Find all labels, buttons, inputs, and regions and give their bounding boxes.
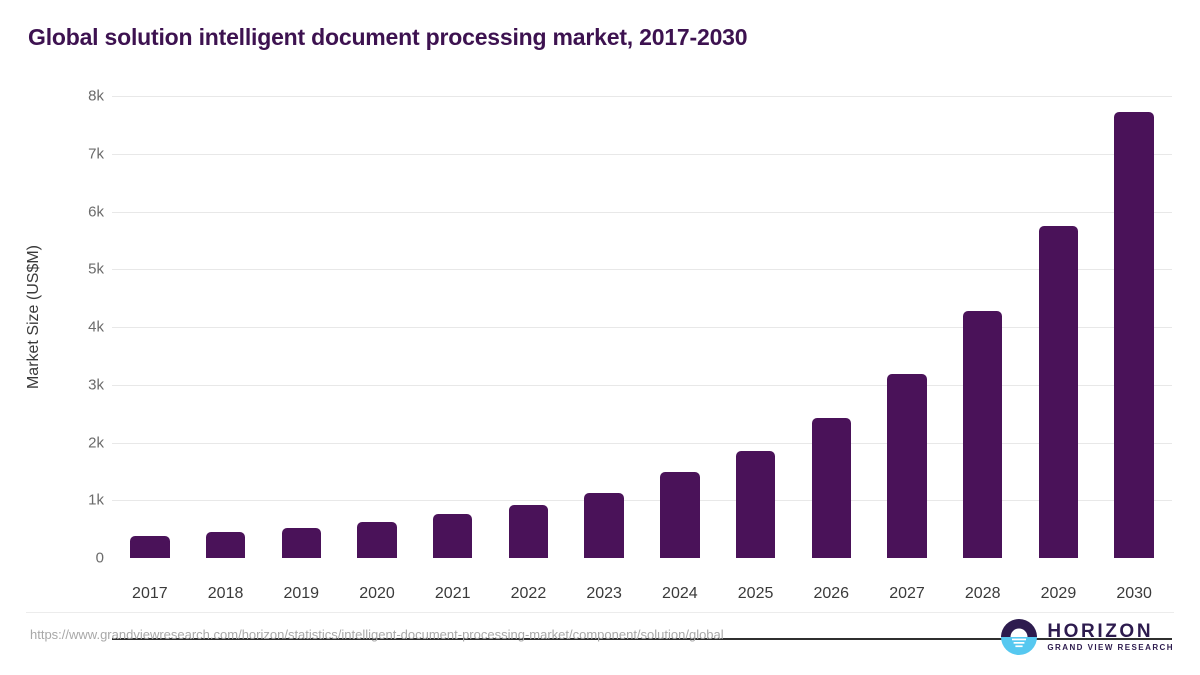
- bar[interactable]: [433, 514, 473, 558]
- y-tick-label: 1k: [88, 491, 104, 509]
- gridline: [112, 269, 1172, 271]
- y-tick-label: 4k: [88, 318, 104, 336]
- x-tick-label: 2029: [1040, 585, 1077, 602]
- x-tick-label: 2030: [1116, 585, 1152, 602]
- x-tick-label: 2028: [964, 585, 1001, 602]
- gridline: [112, 96, 1172, 97]
- bar[interactable]: [205, 532, 246, 558]
- bar-slot: [130, 80, 170, 558]
- y-tick-label: 6k: [88, 203, 104, 220]
- bar[interactable]: [660, 471, 700, 558]
- y-axis-ticks: 0 1k 2k 3k 4k 5k 6k 7k 8k: [0, 80, 104, 580]
- bar-slot: [1114, 80, 1154, 558]
- bar[interactable]: [735, 450, 776, 558]
- logo-wordmark: HORIZON: [1047, 621, 1154, 642]
- y-tick-label: 5k: [88, 260, 104, 278]
- bar[interactable]: [130, 536, 170, 558]
- y-tick-label: 2k: [88, 434, 104, 451]
- bar-slot: [811, 80, 851, 558]
- x-tick-label: 2026: [813, 585, 850, 602]
- bar-slot: [735, 80, 776, 558]
- y-tick-label: 0: [95, 549, 104, 567]
- horizon-sunrise-circle-icon: [1001, 619, 1038, 655]
- horizon-logo[interactable]: HORIZON GRAND VIEW RESEARCH: [1000, 618, 1174, 656]
- x-tick-label: 2025: [737, 585, 774, 602]
- x-tick-label: 2019: [283, 585, 320, 602]
- x-tick-label: 2020: [359, 585, 395, 602]
- bar[interactable]: [1038, 225, 1079, 558]
- x-tick-label: 2017: [132, 585, 168, 602]
- x-axis-labels: 2017 2018 2019 2020 2021 2022 2023 2024 2025 2026…: [112, 585, 1172, 613]
- bar-series: [112, 80, 1172, 558]
- bar-slot: [887, 80, 927, 558]
- gridline: [112, 500, 1172, 502]
- gridline: [112, 384, 1172, 386]
- bar[interactable]: [508, 505, 549, 558]
- bar[interactable]: [281, 527, 321, 558]
- y-tick-label: 8k: [88, 87, 104, 105]
- page-title: Global solution intelligent document pro…: [28, 24, 748, 50]
- plot-area: Market Size (US$M) 0 1k 2k 3k 4k 5k 6k 7k 8k: [0, 80, 1200, 640]
- x-tick-label: 2024: [662, 585, 698, 602]
- y-tick-label: 3k: [88, 376, 104, 394]
- logo-tagline: GRAND VIEW RESEARCH: [1047, 643, 1174, 652]
- bar-slot: [963, 80, 1003, 558]
- bar-slot: [584, 80, 624, 558]
- bar[interactable]: [1114, 112, 1154, 558]
- bar[interactable]: [357, 522, 397, 558]
- gridline: [112, 327, 1172, 328]
- bar-slot: [660, 80, 700, 558]
- gridlines: [112, 80, 1172, 580]
- logo-text: HORIZON GRAND VIEW RESEARCH: [1047, 622, 1174, 652]
- x-tick-label: 2018: [207, 585, 244, 602]
- gridline: [112, 442, 1172, 444]
- gridline: [112, 211, 1172, 213]
- bar-slot: [1038, 80, 1079, 558]
- footer-divider: [26, 612, 1174, 613]
- x-tick-label: 2027: [889, 585, 925, 602]
- bar[interactable]: [584, 493, 624, 558]
- gridline: [112, 153, 1172, 155]
- bar-slot: [508, 80, 549, 558]
- x-tick-label: 2022: [510, 585, 547, 602]
- bar[interactable]: [811, 418, 851, 558]
- y-tick-label: 7k: [88, 145, 104, 163]
- x-axis-line: [112, 638, 1172, 640]
- bar-slot: [205, 80, 246, 558]
- bar-slot: [433, 80, 473, 558]
- bar[interactable]: [963, 311, 1003, 558]
- bar-slot: [357, 80, 397, 558]
- x-tick-label: 2021: [434, 585, 471, 602]
- bar-slot: [281, 80, 321, 558]
- bar[interactable]: [887, 373, 927, 558]
- source-url[interactable]: https://www.grandviewresearch.com/horizo…: [30, 627, 724, 642]
- x-tick-label: 2023: [586, 585, 622, 602]
